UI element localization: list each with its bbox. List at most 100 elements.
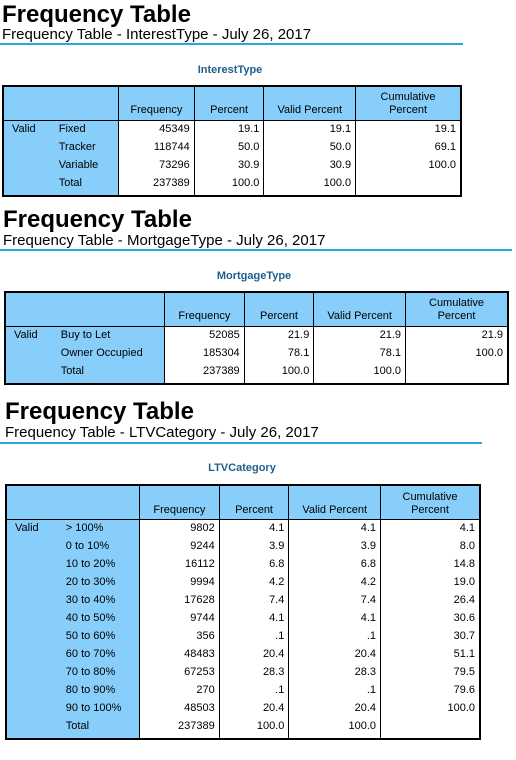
cell-frequency: 185304 — [163, 344, 245, 363]
table-title: LTVCategory — [208, 462, 276, 474]
row-label: 90 to 100% — [55, 699, 140, 718]
section-divider — [0, 249, 512, 251]
cell-valid-percent: 7.4 — [288, 591, 381, 610]
table-row: Valid Fixed 45349 19.1 19.1 19.1 — [3, 120, 461, 139]
cell-frequency: 17628 — [139, 591, 220, 610]
cell-percent: 7.4 — [218, 591, 289, 610]
cell-valid-percent: 4.1 — [288, 519, 381, 538]
cell-frequency: 16112 — [139, 555, 220, 574]
row-label: 10 to 20% — [55, 555, 140, 574]
cell-valid-percent: .1 — [288, 627, 381, 646]
cell-cumulative-percent — [405, 362, 508, 384]
cell-percent: 50.0 — [193, 138, 264, 157]
cell-frequency: 48483 — [139, 645, 220, 664]
cell-frequency: 237389 — [118, 174, 195, 196]
cell-cumulative-percent — [380, 717, 480, 739]
table-row: 20 to 30% 9994 4.2 4.2 19.0 — [6, 573, 480, 592]
table-row: 70 to 80% 67253 28.3 28.3 79.5 — [6, 663, 480, 682]
cell-cumulative-percent: 69.1 — [355, 138, 461, 157]
table-row: Valid > 100% 9802 4.1 4.1 4.1 — [6, 519, 480, 538]
cell-cumulative-percent: 4.1 — [380, 519, 480, 538]
table-row: 80 to 90% 270.1.1 79.6 — [6, 681, 480, 700]
cell-valid-percent: 21.9 — [313, 326, 406, 345]
row-label: > 100% — [55, 519, 140, 538]
row-label: Total — [54, 174, 119, 196]
row-label: Total — [55, 717, 140, 739]
row-label: 70 to 80% — [55, 663, 140, 682]
cell-valid-percent: 100.0 — [313, 362, 406, 384]
header-percent: Percent — [218, 485, 289, 520]
row-label: Variable — [54, 156, 119, 175]
row-label: 60 to 70% — [55, 645, 140, 664]
cell-cumulative-percent: 26.4 — [380, 591, 480, 610]
cell-percent: 28.3 — [218, 663, 289, 682]
frequency-table: Frequency Percent Valid Percent Cumulati… — [5, 484, 481, 740]
cell-cumulative-percent: 30.6 — [380, 609, 480, 628]
cell-cumulative-percent: 19.0 — [380, 573, 480, 592]
ltv-table-body: Valid > 100% 9802 4.1 4.1 4.1 0 to 10% 9244 3.9 3… — [6, 519, 480, 739]
cell-valid-percent: 28.3 — [288, 663, 381, 682]
cell-percent: 3.9 — [218, 537, 289, 556]
cell-valid-percent: 30.9 — [263, 156, 356, 175]
table-row: 60 to 70% 48483 20.4 20.4 51.1 — [6, 645, 480, 664]
cell-percent: 20.4 — [218, 699, 289, 718]
cell-percent: 4.1 — [218, 519, 289, 538]
table-row: 40 to 50% 9744 4.1 4.1 30.6 — [6, 609, 480, 628]
cell-frequency: 9244 — [139, 537, 220, 556]
table-row: 50 to 60% 356.1.1 30.7 — [6, 627, 480, 646]
cell-percent: 4.1 — [218, 609, 289, 628]
table-row: Variable 73296 30.9 30.9 100.0 — [3, 156, 461, 175]
header-frequency: Frequency — [163, 292, 245, 327]
cell-valid-percent: 100.0 — [263, 174, 356, 196]
cell-frequency: 356 — [139, 627, 220, 646]
cell-valid-percent: 3.9 — [288, 537, 381, 556]
section-subtitle: Frequency Table - MortgageType - July 26… — [3, 232, 326, 249]
table-row-total: Total 237389 100.0 100.0 — [6, 717, 480, 739]
row-label: 30 to 40% — [55, 591, 140, 610]
cell-cumulative-percent: 100.0 — [380, 699, 480, 718]
cell-frequency: 9744 — [139, 609, 220, 628]
row-label: Owner Occupied — [56, 344, 165, 363]
cell-cumulative-percent: 100.0 — [405, 344, 508, 363]
section-heading: Frequency Table — [3, 206, 192, 233]
table-row: Tracker 118744 50.0 50.0 69.1 — [3, 138, 461, 157]
header-frequency: Frequency — [118, 86, 195, 121]
row-label: 0 to 10% — [55, 537, 140, 556]
cell-percent: .1 — [218, 681, 289, 700]
cell-frequency: 52085 — [163, 326, 245, 345]
cell-cumulative-percent: 79.5 — [380, 663, 480, 682]
cell-valid-percent: 20.4 — [288, 645, 381, 664]
section-heading: Frequency Table — [2, 1, 191, 28]
group-label: Valid — [3, 120, 55, 139]
cell-frequency: 9802 — [139, 519, 220, 538]
table-title: MortgageType — [216, 270, 292, 282]
cell-frequency: 67253 — [139, 663, 220, 682]
section-divider — [0, 43, 463, 45]
cell-valid-percent: 50.0 — [263, 138, 356, 157]
row-label: 40 to 50% — [55, 609, 140, 628]
header-frequency: Frequency — [139, 485, 220, 520]
section-subtitle: Frequency Table - InterestType - July 26… — [2, 26, 312, 43]
row-label: 50 to 60% — [55, 627, 140, 646]
header-cumulative-percent: Cumulative Percent — [380, 485, 480, 520]
row-label: Buy to Let — [56, 326, 165, 345]
cell-cumulative-percent: 100.0 — [355, 156, 461, 175]
cell-percent: 20.4 — [218, 645, 289, 664]
cell-cumulative-percent — [355, 174, 461, 196]
cell-percent: 100.0 — [243, 362, 314, 384]
cell-cumulative-percent: 51.1 — [380, 645, 480, 664]
cell-frequency: 118744 — [118, 138, 195, 157]
group-label: Valid — [5, 326, 57, 345]
cell-percent: 78.1 — [243, 344, 314, 363]
cell-frequency: 48503 — [139, 699, 220, 718]
row-label: Fixed — [54, 120, 119, 139]
cell-valid-percent: 19.1 — [263, 120, 356, 139]
cell-cumulative-percent: 30.7 — [380, 627, 480, 646]
header-valid-percent: Valid Percent — [263, 86, 356, 121]
frequency-table: Frequency Percent Valid Percent Cumulati… — [4, 291, 509, 385]
cell-valid-percent: 6.8 — [288, 555, 381, 574]
header-percent: Percent — [243, 292, 314, 327]
header-corner — [5, 292, 165, 327]
cell-cumulative-percent: 79.6 — [380, 681, 480, 700]
cell-percent: .1 — [218, 627, 289, 646]
